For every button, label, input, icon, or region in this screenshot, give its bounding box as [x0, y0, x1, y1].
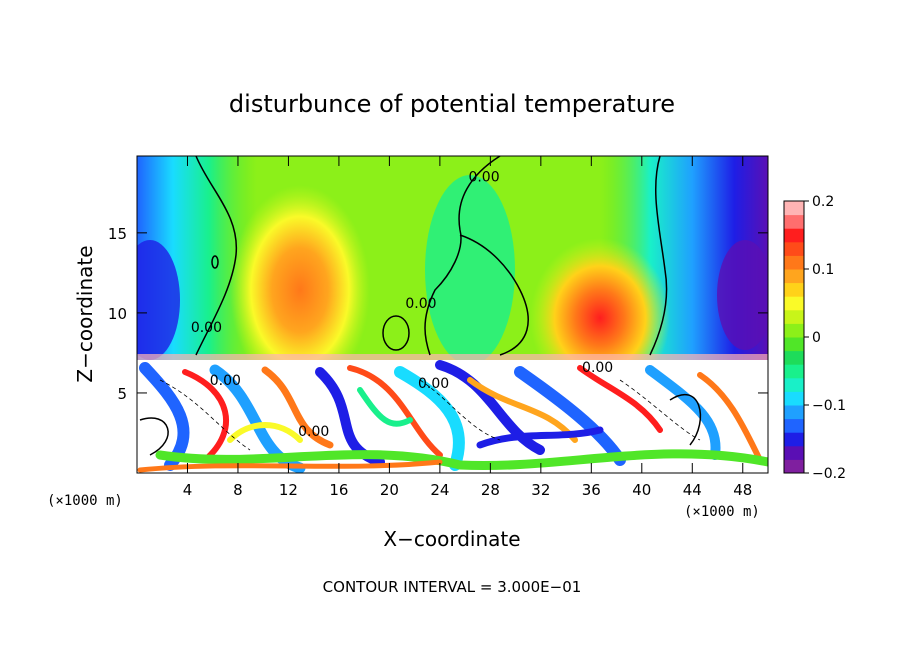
lower-contours	[159, 379, 701, 451]
colorbar-swatch	[784, 445, 804, 460]
colorbar-swatch	[784, 201, 804, 216]
colorbar-tick-label: 0.2	[812, 194, 834, 210]
colorbar-swatch	[784, 323, 804, 338]
colorbar-tick-label: −0.2	[812, 466, 846, 482]
colorbar-swatch	[784, 309, 804, 324]
colorbar-tick-label: 0.1	[812, 262, 834, 278]
field-layer-interface	[137, 354, 768, 360]
contour-interval-note: CONTOUR INTERVAL = 3.000E−01	[323, 578, 582, 596]
x-unit-left: (×1000 m)	[47, 493, 123, 509]
colorbar-swatch	[784, 405, 804, 420]
colorbar-swatch	[784, 241, 804, 256]
contour-label: 0.00	[418, 376, 449, 392]
zero-contours	[139, 156, 702, 456]
x-tick-label: 12	[279, 481, 298, 499]
colorbar-swatch	[784, 391, 804, 406]
colorbar-swatch	[784, 337, 804, 352]
field-turbulent-eddies	[137, 360, 768, 473]
x-tick-label: 28	[481, 481, 500, 499]
plot-frame	[136, 155, 769, 474]
x-axis: 4 8 12 16 20 24 28 32 36 40 44 48	[183, 156, 752, 499]
field-plot	[137, 156, 768, 473]
colorbar-swatch	[784, 296, 804, 311]
x-tick-label: 8	[233, 481, 243, 499]
chart-title: disturbunce of potential temperature	[229, 90, 675, 118]
colorbar-swatch	[784, 432, 804, 447]
colorbar-swatch	[784, 459, 804, 474]
contour-label: 0.00	[468, 170, 499, 186]
x-tick-label: 44	[683, 481, 702, 499]
x-tick-label: 20	[380, 481, 399, 499]
z-axis-label: Z−coordinate	[73, 245, 97, 382]
colorbar-tick-label: −0.1	[812, 398, 846, 414]
x-tick-label: 24	[430, 481, 449, 499]
x-unit-right: (×1000 m)	[684, 504, 760, 520]
x-tick-label: 36	[582, 481, 601, 499]
x-tick-label: 40	[632, 481, 651, 499]
colorbar-tick-label: 0	[812, 330, 821, 346]
field-cool-blob-left	[137, 240, 180, 360]
field-cool-column-center	[425, 175, 515, 365]
x-tick-label: 4	[183, 481, 193, 499]
colorbar: 0.2 0.1 0 −0.1 −0.2	[783, 194, 846, 482]
colorbar-swatch	[784, 350, 804, 365]
z-tick-label: 15	[108, 225, 127, 243]
field-warm-core-left	[230, 185, 370, 395]
contour-label: 0.00	[191, 320, 222, 336]
colorbar-swatch	[784, 282, 804, 297]
contour-labels: 0.00 0.00 0.00 0.00 0.00 0.00 0.00	[191, 170, 613, 441]
x-tick-label: 16	[329, 481, 348, 499]
x-tick-label: 32	[531, 481, 550, 499]
z-axis: 5 10 15	[108, 225, 768, 403]
colorbar-swatch	[784, 364, 804, 379]
contour-label: 0.00	[298, 424, 329, 440]
field-cool-blob-right	[717, 240, 768, 350]
colorbar-swatch	[784, 418, 804, 433]
colorbar-swatch	[784, 269, 804, 284]
colorbar-swatch	[784, 377, 804, 392]
colorbar-swatch	[784, 255, 804, 270]
x-tick-label: 48	[733, 481, 752, 499]
contour-label: 0.00	[210, 373, 241, 389]
contour-label: 0.00	[582, 360, 613, 376]
colorbar-swatch	[784, 214, 804, 229]
z-tick-label: 10	[108, 305, 127, 323]
x-axis-label: X−coordinate	[383, 527, 520, 551]
contour-label: 0.00	[405, 296, 436, 312]
colorbar-swatch	[784, 228, 804, 243]
z-tick-label: 5	[117, 385, 127, 403]
